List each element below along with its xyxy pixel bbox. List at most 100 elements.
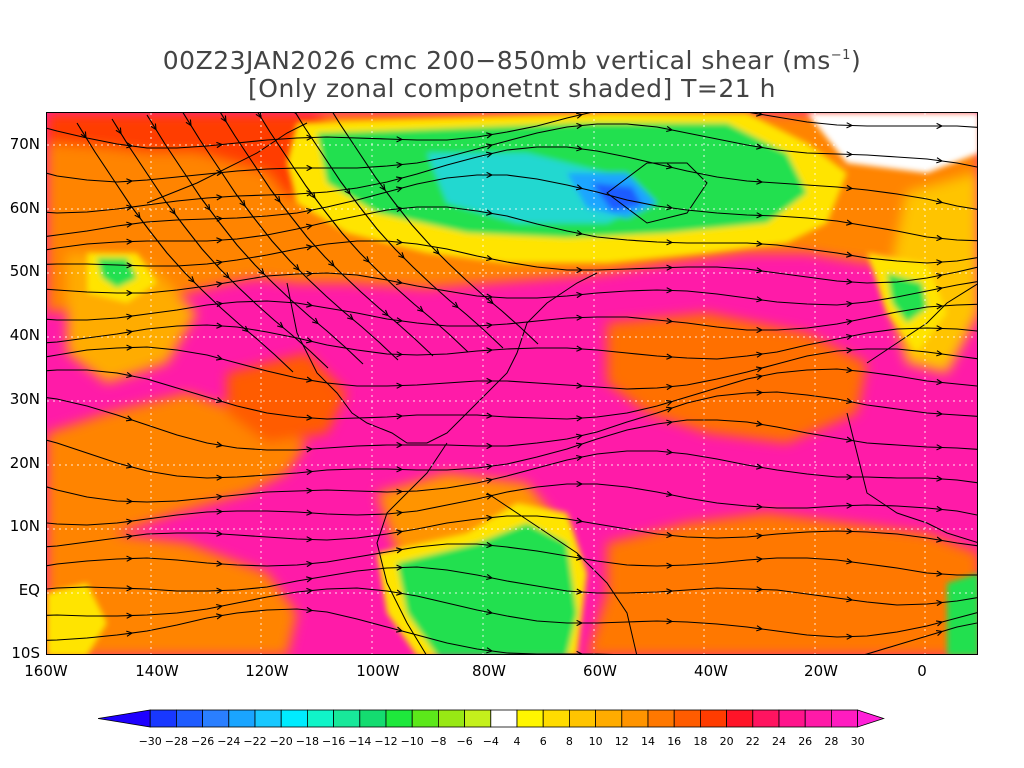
colorbar-swatch bbox=[542, 709, 570, 728]
streamline-arrow bbox=[487, 297, 494, 305]
streamline-arrow bbox=[306, 468, 314, 476]
streamline-arrow bbox=[126, 142, 134, 149]
streamline-arrow bbox=[126, 178, 134, 185]
streamline-arrow bbox=[485, 143, 494, 150]
colorbar-swatch bbox=[228, 709, 256, 728]
streamline-arrow bbox=[305, 223, 314, 230]
lon-label: 100W bbox=[356, 662, 400, 680]
streamline-arrow bbox=[347, 313, 354, 321]
streamline-arrow bbox=[239, 199, 246, 208]
streamline-arrow bbox=[185, 119, 192, 127]
lon-label: 120W bbox=[245, 662, 289, 680]
streamline-arrow bbox=[756, 373, 764, 381]
streamline bbox=[47, 174, 977, 242]
streamline-arrow bbox=[306, 536, 314, 543]
streamline-arrow bbox=[125, 415, 134, 422]
streamline bbox=[47, 450, 977, 503]
streamline-arrow bbox=[396, 441, 404, 449]
colorbar-label: −30 bbox=[139, 735, 162, 748]
streamline-arrow bbox=[936, 444, 944, 451]
streamline-arrow bbox=[126, 518, 134, 525]
colorbar-swatch bbox=[752, 709, 780, 728]
streamline-arrow bbox=[846, 122, 854, 129]
colorbar: −30 −28 −26 −24 −22 −20 −18 −16 −14 −12 −10 −8 −6 −4 4… bbox=[98, 709, 885, 748]
lon-label: 140W bbox=[135, 662, 179, 680]
chart-title-line-1: 00Z23JAN2026 cmc 200−850mb vertical shea… bbox=[162, 46, 862, 75]
streamline-arrow bbox=[576, 122, 584, 130]
streamline-arrow bbox=[220, 115, 227, 123]
streamline-arrow bbox=[936, 570, 944, 577]
streamline-arrow bbox=[576, 454, 584, 462]
streamline-arrow bbox=[486, 347, 494, 354]
streamline-arrow bbox=[126, 329, 134, 336]
streamline bbox=[47, 123, 977, 183]
streamline-arrow bbox=[216, 603, 224, 611]
streamline-arrow bbox=[936, 350, 944, 357]
streamline-arrow bbox=[486, 514, 494, 522]
streamline-arrow bbox=[306, 270, 314, 277]
streamline bbox=[295, 113, 504, 349]
lat-label: 10N bbox=[9, 517, 40, 535]
streamline-arrow bbox=[846, 151, 854, 158]
colorbar-label: 4 bbox=[514, 735, 521, 748]
streamline-arrow bbox=[846, 300, 854, 308]
colorbar-label: −28 bbox=[165, 735, 188, 748]
streamline bbox=[47, 566, 977, 606]
colorbar-label: 12 bbox=[615, 735, 629, 748]
streamline-arrow bbox=[846, 184, 854, 192]
streamline-arrow bbox=[936, 234, 944, 242]
streamline bbox=[146, 114, 364, 365]
lon-label: 160W bbox=[24, 662, 68, 680]
streamline bbox=[47, 608, 977, 654]
streamline-arrow bbox=[486, 442, 494, 450]
streamline-arrow bbox=[126, 344, 134, 351]
streamline-arrow bbox=[666, 239, 674, 246]
streamline-arrow bbox=[486, 132, 494, 139]
streamline-arrow bbox=[216, 530, 224, 537]
streamline-arrow bbox=[486, 293, 494, 300]
streamline-arrow bbox=[223, 272, 230, 279]
streamline-arrow bbox=[294, 113, 297, 115]
chart-title-line-2: [Only zonal componetnt shaded] T=21 h bbox=[248, 74, 776, 103]
streamline-arrow bbox=[575, 442, 584, 449]
streamline bbox=[332, 113, 539, 345]
streamline-arrow bbox=[936, 599, 944, 607]
colorbar-label: −18 bbox=[296, 735, 319, 748]
streamline-arrow bbox=[486, 463, 494, 470]
streamline-arrow bbox=[846, 528, 854, 535]
colorbar-swatch bbox=[621, 709, 649, 728]
colorbar-label: −16 bbox=[322, 735, 345, 748]
streamline-arrow bbox=[665, 163, 674, 170]
streamline-arrow bbox=[126, 371, 134, 379]
streamline-arrow bbox=[936, 505, 944, 513]
streamline-arrow bbox=[306, 446, 314, 453]
lat-label: EQ bbox=[18, 581, 40, 599]
colorbar-label: 16 bbox=[667, 735, 681, 748]
streamline-arrow bbox=[216, 613, 224, 620]
streamline-arrow bbox=[936, 410, 944, 417]
colorbar-label: 18 bbox=[693, 735, 707, 748]
streamline-arrow bbox=[126, 221, 134, 228]
streamline-arrow bbox=[126, 498, 134, 505]
colorbar-swatch bbox=[333, 709, 361, 728]
streamline-arrow bbox=[576, 291, 584, 299]
streamline-arrow bbox=[485, 493, 494, 500]
streamline-arrow bbox=[666, 204, 674, 211]
streamline-arrow bbox=[936, 259, 944, 266]
lon-label: 0 bbox=[917, 662, 927, 680]
streamline-arrow bbox=[576, 266, 584, 274]
streamline-arrow bbox=[756, 212, 764, 219]
streamline bbox=[47, 240, 977, 284]
lat-label: 40N bbox=[9, 326, 40, 344]
streamline-arrow bbox=[126, 533, 134, 540]
streamline-arrow bbox=[846, 219, 854, 226]
streamline-arrow bbox=[188, 276, 195, 283]
streamline bbox=[47, 483, 977, 526]
streamline-arrow bbox=[575, 433, 584, 440]
streamline-arrow bbox=[756, 178, 764, 185]
streamline-arrow bbox=[363, 256, 370, 263]
streamline-arrow bbox=[306, 164, 314, 172]
colorbar-label: −12 bbox=[374, 735, 397, 748]
shear-map bbox=[46, 112, 978, 655]
streamline bbox=[111, 118, 329, 369]
